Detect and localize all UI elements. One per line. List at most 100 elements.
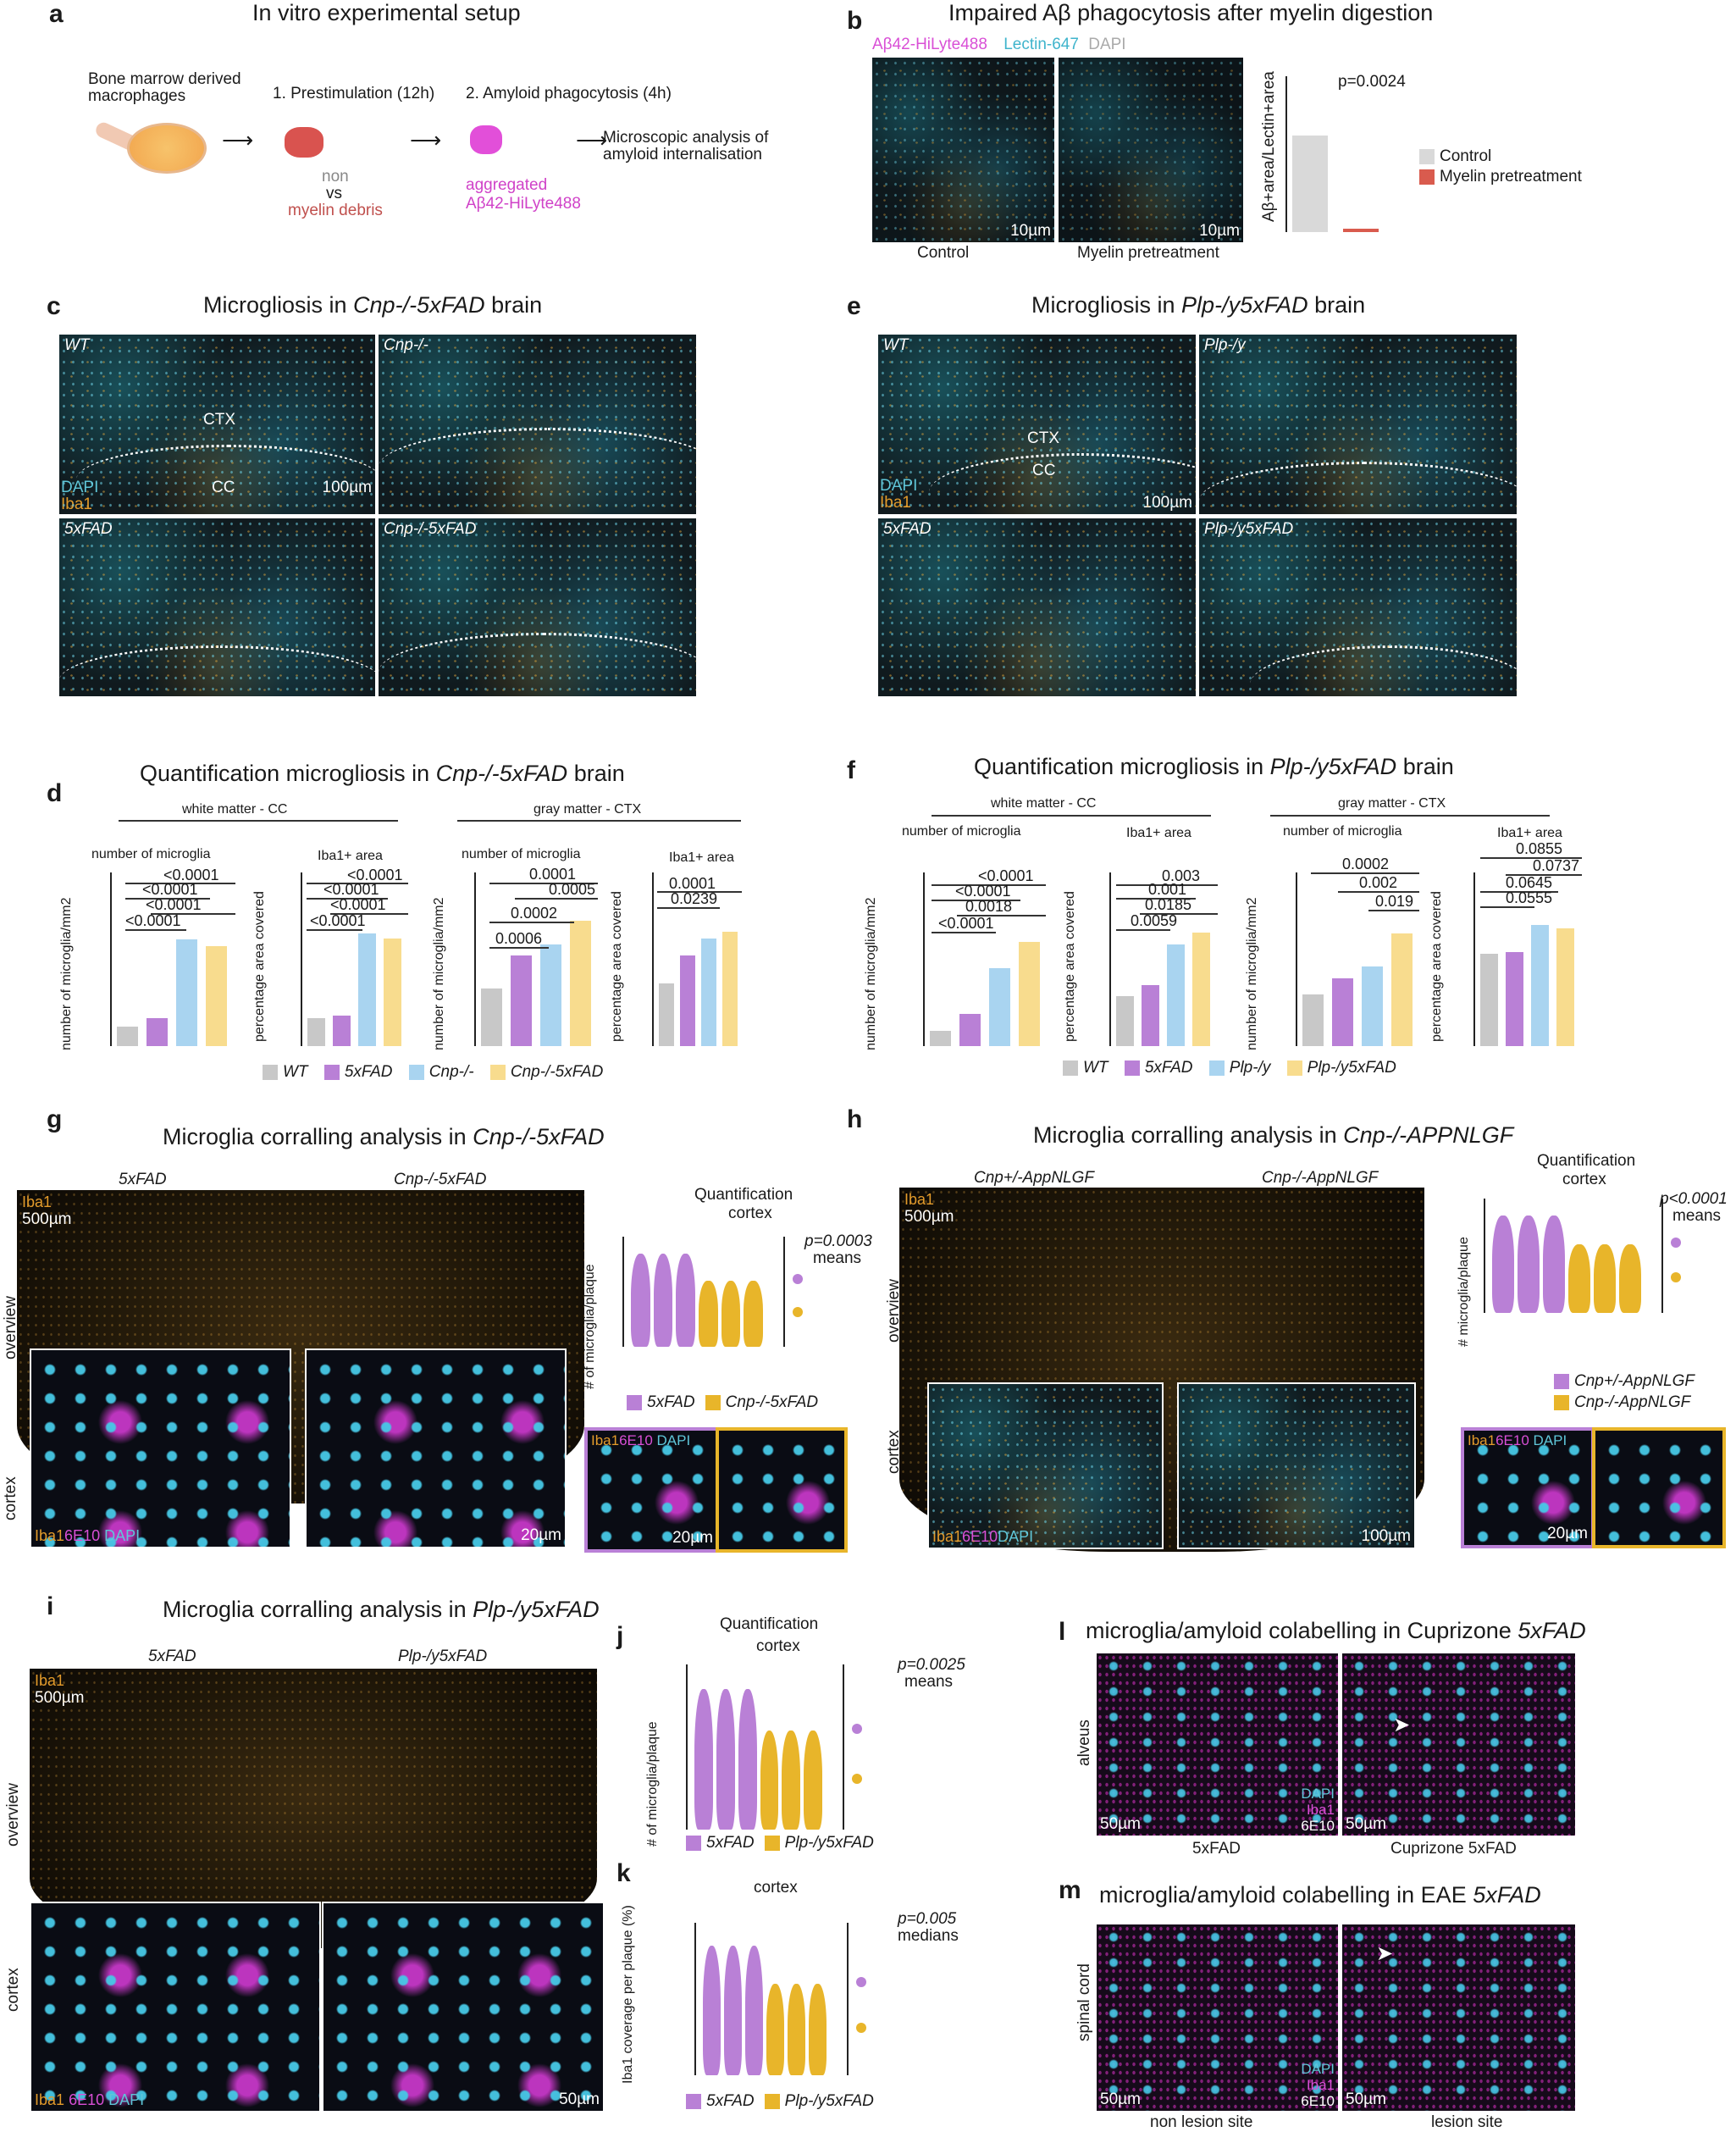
ctx-label: CTX (203, 411, 235, 429)
j-means: means (904, 1673, 954, 1691)
panel-l-label: l (1059, 1618, 1066, 1646)
k-violin-chart (694, 1923, 872, 2075)
mean-dot-knockout (852, 1773, 862, 1784)
panel-d-title: Quantification microgliosis in Cnp-/-5xF… (140, 761, 625, 786)
panel-b-title: Impaired Aβ phagocytosis after myelin di… (948, 0, 1434, 25)
arrow-icon: ⟶ (222, 127, 254, 152)
cc-label: CC (212, 479, 235, 496)
g-pval: p=0.0003 (804, 1232, 872, 1250)
k-medians: medians (898, 1927, 959, 1945)
d-wm: white matter - CC (182, 802, 288, 817)
chart-b (1285, 76, 1396, 232)
pval: 0.0855 (1516, 840, 1563, 857)
bar-5xfad (680, 955, 695, 1046)
iba1-label: Iba1 (904, 1191, 935, 1208)
e-wt-image: WT CTX CC DAPI Iba1 100µm (878, 335, 1196, 514)
bar-cnp- (701, 938, 716, 1046)
violin-control (745, 1946, 764, 2075)
violin-control (1543, 1216, 1565, 1313)
stain-legend: DAPI Iba1 6E10 (1301, 1786, 1335, 1834)
bar-plp-y (989, 967, 1010, 1046)
pval: 0.0005 (549, 881, 596, 898)
d-sub1: number of microglia (91, 847, 211, 861)
bar-5xfad (959, 1013, 981, 1046)
c-5xfad-image: 5xFAD (59, 518, 375, 696)
m-lesion-image: 50µm ➤ (1342, 1924, 1575, 2111)
tag: WT (64, 336, 90, 354)
arrowhead-icon: ➤ (1393, 1714, 1411, 1736)
pval: 0.0002 (511, 905, 558, 922)
bar-wt (481, 988, 502, 1046)
b-legend-myelin: Myelin pretreatment (1419, 168, 1582, 186)
i-overview-label: overview (4, 1783, 22, 1847)
e-kofad-image: Plp-/y5xFAD (1199, 518, 1517, 696)
myelin-debris-icon (285, 127, 323, 158)
f-sub4: Iba1+ area (1497, 826, 1562, 840)
h-means: means (1672, 1207, 1722, 1225)
m-cap2: lesion site (1431, 2113, 1503, 2131)
y-axis (1109, 872, 1111, 1046)
tag: WT (883, 336, 909, 354)
l-side: alveus (1075, 1719, 1093, 1766)
bar-wt (307, 1018, 325, 1046)
chart-d2 (301, 872, 411, 1046)
violin-knockout (788, 1984, 806, 2075)
means-axis (783, 1237, 785, 1347)
dapi-label: DAPI (880, 477, 918, 495)
analysis-label: Microscopic analysis of amyloid internal… (603, 129, 769, 163)
panel-m-label: m (1059, 1876, 1081, 1904)
y-axis (1296, 872, 1297, 1046)
bar-wt (1302, 994, 1324, 1046)
h-overview-label: overview (885, 1279, 903, 1343)
violin-knockout (760, 1731, 779, 1830)
d-y2: percentage area covered (252, 891, 267, 1042)
f-gm: gray matter - CTX (1338, 796, 1446, 811)
i-cortex-kofad: 50µm (322, 1902, 605, 2113)
d-y3: number of microglia/mm2 (432, 897, 446, 1051)
panel-a-label: a (49, 0, 64, 28)
pval: <0.0001 (142, 881, 198, 898)
bar-cnp- (540, 944, 561, 1046)
stain-legend: Iba16E10 DAPI (35, 1527, 141, 1544)
pval: <0.0001 (978, 867, 1034, 884)
means-axis (1661, 1199, 1663, 1313)
panel-m-title: microglia/amyloid colabelling in EAE 5xF… (1099, 1882, 1541, 1908)
j-legend: 5xFAD Plp-/y5xFAD (686, 1834, 874, 1852)
bar-myelin-pretreatment (1343, 229, 1379, 232)
g-cortex-5xfad: Iba16E10 DAPI (30, 1348, 291, 1548)
chart-f4 (1473, 872, 1584, 1046)
tag: 5xFAD (64, 520, 113, 538)
d-sub4: Iba1+ area (669, 850, 734, 865)
scale-bar-label: 100µm (1361, 1527, 1411, 1545)
bar-cnp-5xfad (722, 931, 738, 1046)
f-y3: number of microglia/mm2 (1245, 897, 1259, 1051)
myelin-caption: Myelin pretreatment (1077, 244, 1219, 262)
k-pval: p=0.005 (898, 1910, 957, 1928)
pval: 0.0001 (669, 875, 716, 892)
bm-label: Bone marrow derived macrophages (88, 70, 241, 105)
stain-legend: Iba1 6E10 DAPI (35, 2091, 145, 2108)
y-axis (1473, 872, 1475, 1046)
h-pval: p<0.0001 (1660, 1190, 1728, 1208)
panel-e-label: e (847, 292, 861, 320)
e-5xfad-image: 5xFAD (878, 518, 1196, 696)
bar-wt (117, 1026, 138, 1046)
y-axis (652, 872, 654, 1046)
chart-d1 (110, 872, 237, 1046)
control-caption: Control (917, 244, 970, 262)
d-y4: percentage area covered (610, 891, 624, 1042)
y-axis (110, 872, 112, 1046)
panel-c-label: c (47, 292, 61, 320)
scale-bar-label: 500µm (22, 1210, 72, 1228)
bar-5xfad (1142, 984, 1159, 1046)
panel-f-label: f (847, 756, 855, 784)
h-violin-chart (1484, 1199, 1687, 1313)
aggregated-label: aggregated (466, 176, 548, 194)
pval: 0.0737 (1533, 857, 1580, 874)
i-cortex-label: cortex (4, 1968, 22, 2012)
tag: 5xFAD (883, 520, 932, 538)
k-legend: 5xFAD Plp-/y5xFAD (686, 2092, 874, 2111)
j-quant-sub: cortex (756, 1637, 800, 1655)
violin-control (738, 1689, 757, 1830)
pval: <0.0001 (310, 912, 366, 929)
